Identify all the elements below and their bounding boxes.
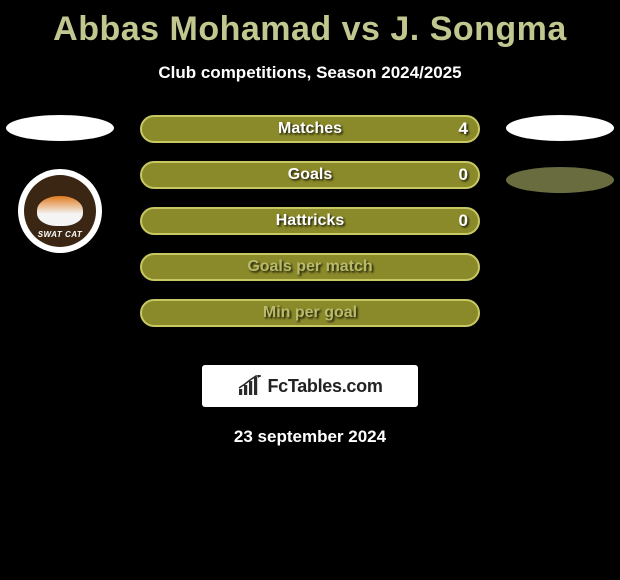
bar-chart-icon [237,375,263,397]
bar-matches: Matches 4 [140,115,480,143]
subtitle: Club competitions, Season 2024/2025 [0,63,620,83]
left-placeholder-oval [6,115,114,141]
bar-goals-per-match: Goals per match [140,253,480,281]
brand-text: FcTables.com [267,376,382,397]
bar-label: Min per goal [263,304,357,322]
bar-label: Goals per match [247,258,372,276]
bar-label: Matches [278,120,342,138]
brand-badge: FcTables.com [202,365,418,407]
bar-goals: Goals 0 [140,161,480,189]
right-placeholder-oval-2 [506,167,614,193]
bar-hattricks: Hattricks 0 [140,207,480,235]
team-logo-left: SWAT CAT [18,169,102,253]
stat-bars: Matches 4 Goals 0 Hattricks 0 Goals per … [140,115,480,327]
bar-value: 0 [459,165,468,185]
right-placeholder-oval-1 [506,115,614,141]
bar-value: 0 [459,211,468,231]
bar-min-per-goal: Min per goal [140,299,480,327]
bar-value: 4 [459,119,468,139]
date-text: 23 september 2024 [0,427,620,447]
team-logo-text: SWAT CAT [24,230,96,239]
comparison-stage: SWAT CAT Matches 4 Goals 0 Hattricks 0 G… [0,115,620,345]
team-logo-inner: SWAT CAT [24,175,96,247]
player-right-column [500,115,620,193]
page-title: Abbas Mohamad vs J. Songma [0,0,620,49]
bar-label: Hattricks [276,212,344,230]
player-left-column: SWAT CAT [0,115,120,253]
tiger-icon [37,196,83,226]
bar-label: Goals [288,166,332,184]
